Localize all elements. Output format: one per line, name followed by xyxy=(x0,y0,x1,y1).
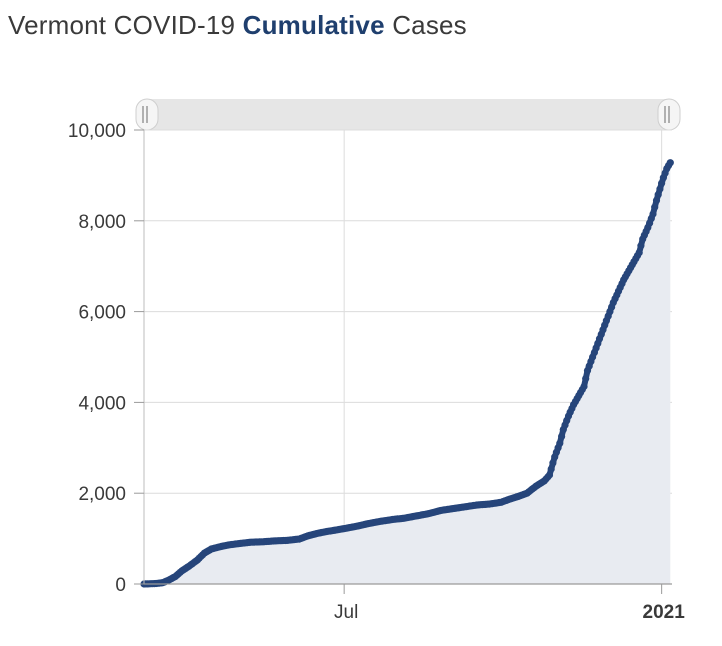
y-tick-label: 0 xyxy=(115,575,126,596)
x-tick-label: Jul xyxy=(334,602,358,623)
y-tick-label: 8,000 xyxy=(78,212,126,233)
data-point xyxy=(652,196,661,204)
y-tick-label: 4,000 xyxy=(78,393,126,414)
data-point xyxy=(635,249,643,257)
x-tick-label: 2021 xyxy=(643,602,686,623)
navigator-track xyxy=(144,99,672,130)
data-point xyxy=(582,375,590,383)
data-point xyxy=(545,471,554,479)
data-point xyxy=(580,382,588,391)
data-point xyxy=(654,191,662,199)
data-point xyxy=(656,185,664,193)
data-point xyxy=(651,203,659,211)
area-fill xyxy=(144,162,671,584)
tick-labels: 0 2,000 4,000 6,000 8,000 10,000 Jul 2021 xyxy=(68,121,685,623)
title-accent: Cumulative xyxy=(242,10,385,40)
series-area xyxy=(144,162,671,584)
title-prefix: Vermont COVID-19 xyxy=(8,10,243,40)
chart-title: Vermont COVID-19 Cumulative Cases xyxy=(8,10,467,41)
range-navigator xyxy=(135,98,681,131)
y-tick-label: 2,000 xyxy=(78,484,126,505)
data-point xyxy=(649,210,657,218)
data-point xyxy=(666,159,674,167)
y-tick-label: 6,000 xyxy=(78,303,126,324)
title-suffix: Cases xyxy=(384,10,467,40)
data-point xyxy=(637,242,645,250)
data-point xyxy=(658,179,666,187)
data-point xyxy=(547,465,555,473)
series-markers xyxy=(140,159,674,588)
data-point xyxy=(549,459,557,467)
data-point xyxy=(558,432,566,440)
data-point xyxy=(556,439,564,447)
y-tick-label: 10,000 xyxy=(68,121,126,142)
axes xyxy=(134,129,672,594)
